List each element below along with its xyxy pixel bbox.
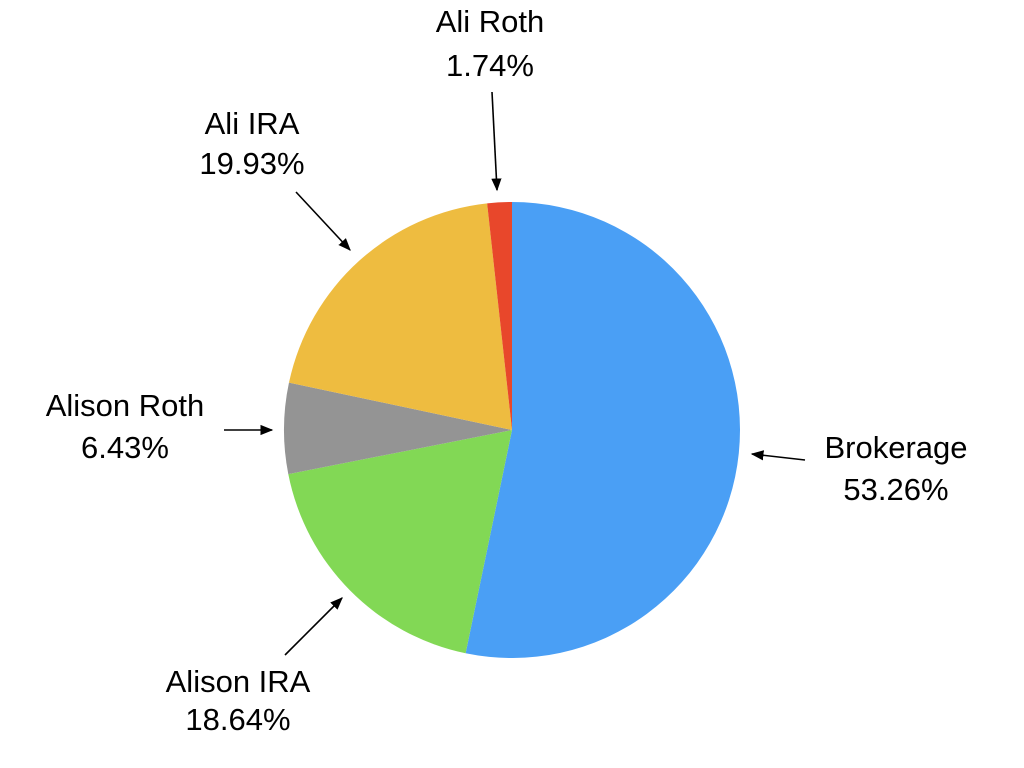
label-arrow: [491, 91, 502, 192]
pie-slice: [284, 382, 512, 475]
slice-label: Ali Roth: [436, 4, 545, 39]
slice-value-label: 19.93%: [199, 146, 304, 181]
slice-value-label: 6.43%: [81, 430, 169, 465]
pie-slice: [288, 430, 512, 654]
label-arrow: [295, 191, 351, 251]
slice-label: Brokerage: [824, 430, 967, 465]
pie-slice: [487, 202, 512, 430]
slice-label: Alison IRA: [166, 664, 311, 699]
pie-slice: [288, 203, 512, 430]
slice-value-label: 1.74%: [446, 48, 534, 83]
label-arrow: [750, 450, 806, 461]
slice-value-label: 18.64%: [185, 702, 290, 737]
pie-slice: [465, 202, 740, 658]
slice-label: Alison Roth: [46, 388, 205, 423]
slice-value-label: 53.26%: [843, 472, 948, 507]
slice-label: Ali IRA: [205, 106, 300, 141]
label-arrow: [284, 597, 343, 656]
